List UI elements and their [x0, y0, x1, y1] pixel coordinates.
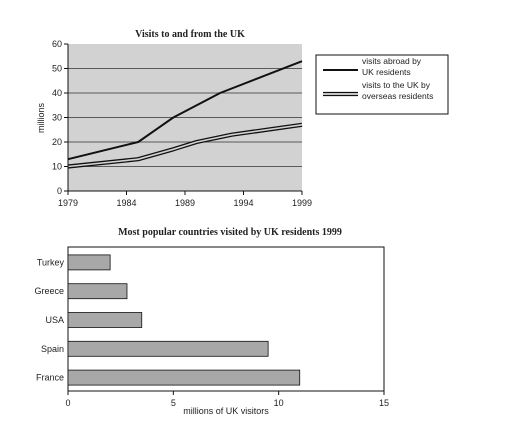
category-label: France — [36, 373, 64, 383]
x-tick-label: 5 — [171, 398, 176, 408]
x-tick-label: 0 — [65, 398, 70, 408]
line-chart-y-label: millions — [36, 103, 46, 134]
y-tick-label: 10 — [52, 162, 62, 172]
bar — [67, 254, 111, 271]
line-chart: Visits to and from the UK 0102030405060 … — [36, 29, 449, 208]
x-tick-label: 1979 — [58, 198, 78, 208]
x-tick-label: 1984 — [116, 198, 136, 208]
series-line-inner — [67, 124, 303, 168]
bar — [67, 340, 269, 357]
category-label: Turkey — [37, 257, 65, 267]
bar-chart-bars — [67, 254, 301, 386]
bar — [67, 369, 301, 386]
legend-label: visits abroad by — [362, 56, 422, 66]
x-tick-label: 15 — [379, 398, 389, 408]
y-tick-label: 40 — [52, 88, 62, 98]
bar-chart-x-ticks: 0 5 10 15 — [65, 391, 389, 408]
category-label: Greece — [34, 286, 64, 296]
legend-label: visits to the UK by — [362, 80, 431, 90]
y-tick-label: 0 — [57, 186, 62, 196]
x-tick-label: 10 — [274, 398, 284, 408]
bar — [67, 283, 128, 300]
line-chart-title: Visits to and from the UK — [135, 29, 245, 40]
x-tick-label: 1994 — [233, 198, 253, 208]
legend-box — [315, 54, 449, 115]
legend-label: overseas residents — [362, 91, 433, 101]
bar-chart: Most popular countries visited by UK res… — [34, 227, 389, 416]
bar-chart-x-label: millions of UK visitors — [183, 406, 269, 416]
bar-chart-category-labels: Turkey Greece USA Spain France — [34, 257, 64, 382]
line-chart-x-ticks: 1979 1984 1989 1994 1999 — [58, 191, 312, 208]
y-tick-label: 20 — [52, 137, 62, 147]
bar-chart-title: Most popular countries visited by UK res… — [118, 227, 342, 238]
bar — [67, 312, 143, 328]
line-chart-grid — [68, 68, 302, 167]
x-tick-label: 1989 — [175, 198, 195, 208]
line-chart-series — [67, 60, 303, 169]
y-tick-label: 50 — [52, 64, 62, 74]
line-chart-y-ticks: 0 10 20 30 40 50 60 — [52, 39, 68, 196]
x-tick-label: 1999 — [292, 198, 312, 208]
series-line — [67, 60, 303, 161]
legend-label: UK residents — [362, 67, 411, 77]
category-label: Spain — [41, 344, 64, 354]
category-label: USA — [45, 315, 64, 325]
y-tick-label: 60 — [52, 39, 62, 49]
y-tick-label: 30 — [52, 113, 62, 123]
